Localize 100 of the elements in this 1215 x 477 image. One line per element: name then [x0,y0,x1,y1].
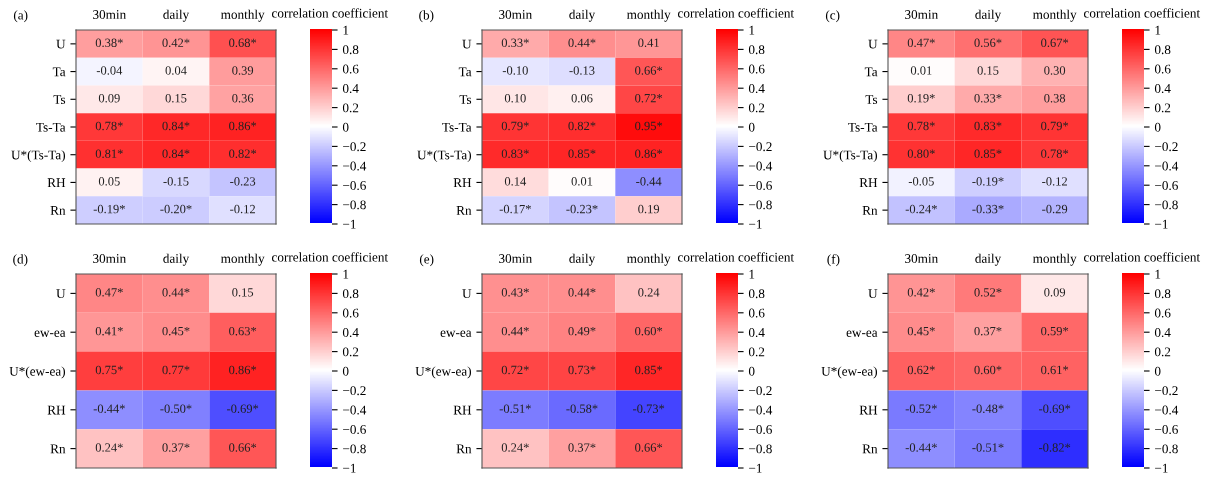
color-bar-label: −0.2 [343,386,366,396]
data-label: 0.59* [1041,326,1069,336]
y-tick-label: Rn [862,444,878,454]
data-label: 0.33* [974,93,1002,103]
data-label: 0.38* [95,38,123,48]
color-bar-label: −0.6 [343,181,366,190]
data-label: -0.58* [566,404,598,413]
color-bar-label: 0.2 [1154,347,1171,357]
data-label: -0.50* [160,404,192,413]
color-bar-label: 1 [343,269,349,279]
color-bar-label: 0.4 [1154,84,1171,93]
data-label: 0.45* [162,326,190,336]
color-bar-label: 1 [343,25,349,35]
x-tick-label: 30min [93,10,126,19]
color-bar-label: −0.2 [749,142,772,152]
x-tick-label: monthly [626,9,671,22]
data-label: 0.82* [229,149,257,158]
y-tick-label: RH [859,405,878,415]
x-tick-label: monthly [1032,253,1077,266]
data-label: -0.52* [905,404,937,413]
data-label: -0.17* [499,204,531,214]
color-bar-label: 0.6 [1154,308,1171,318]
data-label: -0.51* [972,443,1004,452]
data-label: 0.79* [501,121,529,131]
data-label: -0.69* [226,404,259,413]
color-bar-label: 0.4 [342,84,359,93]
chart-title: (f) [827,254,840,267]
data-label: 0.43* [501,288,529,297]
color-bar-label: 0 [748,366,755,376]
data-label: -0.12 [230,204,255,214]
y-tick-label: U [868,289,878,299]
data-label: -0.69* [1038,404,1071,413]
data-label: 0.44* [501,326,529,336]
data-label: 0.38 [1044,93,1066,103]
data-label: 0.37* [974,326,1002,336]
x-tick-label: daily [975,253,1002,266]
data-label: 0.14 [504,177,527,186]
chart-title: (e) [419,254,434,267]
x-tick-label: 30min [905,254,938,263]
data-label: 0.61* [1041,365,1069,375]
color-bar-label: 0.4 [1154,328,1171,337]
color-bar-label: −0.8 [1155,200,1178,210]
data-label: 0.24* [95,443,123,452]
data-label: 0.78* [1041,149,1069,158]
data-label: 0.09 [98,93,120,103]
color-bar-label: −0.4 [749,405,773,415]
data-label: 0.01 [910,66,932,75]
color-bar-label: −0.6 [1155,425,1178,434]
y-tick-label: Rn [862,206,878,215]
y-tick-label: Ts [53,95,66,104]
y-tick-label: Rn [50,444,66,454]
y-tick-label: ew-ea [440,330,472,337]
color-bar-label: −0.4 [1155,161,1179,171]
data-label: 0.36 [232,93,254,103]
y-tick-label: Ts [459,95,472,104]
color-bar-label: 0 [342,122,349,132]
data-label: 0.15 [232,288,254,297]
data-label: -0.15 [163,177,189,186]
color-bar-title: correlation coefficient [677,252,795,262]
x-tick-label: daily [163,253,190,266]
data-label: 0.85* [974,149,1002,158]
color-bar-label: −0.2 [343,142,366,152]
color-bar-label: −1 [1155,219,1168,229]
color-bar-label: −0.8 [749,200,772,210]
data-label: 0.42* [907,288,935,297]
color-bar-label: 0.8 [1154,289,1171,299]
color-bar-title: correlation coefficient [1083,252,1201,262]
color-bar-label: −1 [749,219,762,229]
color-bar-label: 0 [342,366,349,376]
data-label: 0.44* [568,38,596,48]
data-label: 0.56* [974,38,1002,48]
data-label: 0.15 [165,93,187,103]
color-bar-label: 0 [1154,122,1161,132]
color-bar-label: −0.4 [343,161,367,171]
color-bar-label: 0.8 [1154,45,1171,55]
color-bar-label: −0.2 [749,386,772,396]
data-label: 0.15 [977,66,999,75]
data-label: 0.44* [162,288,190,297]
data-label: -0.44* [905,443,937,452]
color-bar-label: −0.4 [1155,405,1179,415]
color-bar-label: 0.4 [748,84,765,93]
color-bar-label: 0.6 [342,308,359,318]
y-tick-label: Ts-Ta [848,122,878,132]
data-label: 0.68* [229,38,257,48]
x-tick-label: 30min [499,254,532,263]
y-tick-label: U [56,39,66,49]
data-label: 0.60* [974,365,1002,375]
data-label: 0.45* [907,326,935,336]
color-bar-label: 0.2 [1154,103,1171,113]
data-label: -0.05 [908,177,934,186]
color-bar-label: −1 [343,463,356,473]
y-tick-label: ew-ea [846,330,878,337]
data-label: 0.52* [974,288,1002,297]
data-label: 0.66* [229,443,257,452]
data-label: 0.80* [907,149,935,158]
data-label: 0.62* [907,365,935,375]
color-bar-label: −1 [1155,463,1168,473]
x-tick-label: daily [569,9,596,22]
color-bar-label: 0.6 [342,64,359,74]
y-tick-label: RH [453,178,472,188]
